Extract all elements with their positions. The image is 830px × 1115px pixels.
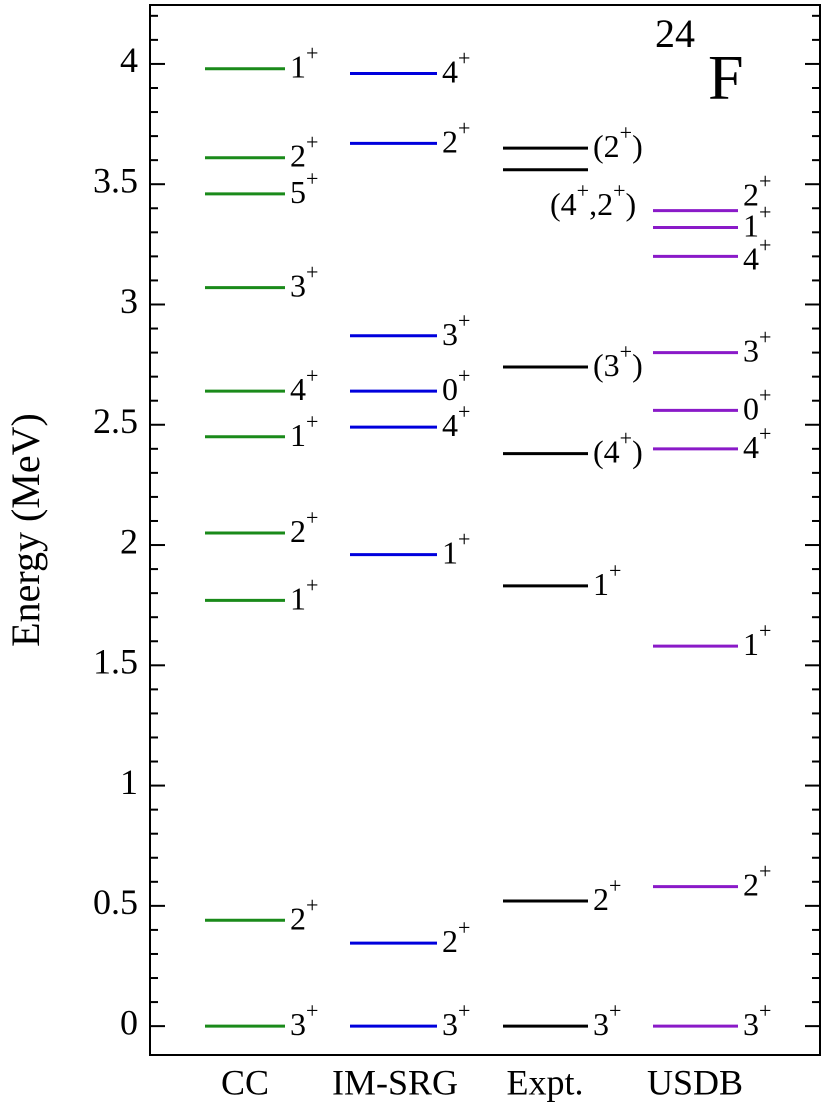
x-tick-label: CC bbox=[221, 1062, 269, 1102]
level-label: 2+​ bbox=[442, 915, 470, 959]
level-label: 2+​ bbox=[442, 115, 470, 159]
x-tick-label: Expt. bbox=[507, 1062, 584, 1102]
level-label: 3+​ bbox=[442, 998, 470, 1042]
x-tick-label: IM-SRG bbox=[332, 1062, 458, 1102]
level-label: 2+​ bbox=[290, 892, 318, 936]
level-label: 0+​ bbox=[442, 363, 470, 407]
y-tick-label: 4 bbox=[120, 40, 138, 80]
level-label: 1+​ bbox=[593, 558, 621, 602]
y-axis-label: Energy (MeV) bbox=[3, 413, 48, 647]
level-label: 4+​ bbox=[290, 363, 318, 407]
level-label: 1+​ bbox=[743, 618, 771, 662]
level-label: 2+​ bbox=[290, 130, 318, 174]
element-symbol: F bbox=[708, 42, 744, 113]
y-tick-label: 2.5 bbox=[93, 401, 138, 441]
level-label: 5+​ bbox=[290, 166, 318, 210]
level-label: 3+​ bbox=[743, 998, 771, 1042]
level-label: 4+​ bbox=[442, 399, 470, 443]
y-tick-label: 0.5 bbox=[93, 882, 138, 922]
mass-number: 24 bbox=[655, 11, 695, 56]
y-tick-label: 3.5 bbox=[93, 160, 138, 200]
x-tick-label: USDB bbox=[647, 1062, 743, 1102]
level-label: 1+​ bbox=[290, 409, 318, 453]
level-label: 1+​ bbox=[442, 527, 470, 571]
level-label: 0+​ bbox=[743, 382, 771, 426]
level-label: (3+​) bbox=[593, 339, 643, 383]
level-label: (4+​) bbox=[593, 426, 643, 470]
level-label: (2+​) bbox=[593, 120, 643, 164]
level-label: 1+​ bbox=[290, 41, 318, 85]
level-label: 4+​ bbox=[442, 46, 470, 90]
level-label: 1+​ bbox=[290, 572, 318, 616]
y-tick-label: 2 bbox=[120, 521, 138, 561]
level-label: 3+​ bbox=[442, 308, 470, 352]
level-label: 2+​ bbox=[593, 873, 621, 917]
level-label: (4+​,2+​) bbox=[550, 178, 636, 222]
y-tick-label: 3 bbox=[120, 281, 138, 321]
plot-frame bbox=[149, 4, 821, 1056]
level-label: 2+​ bbox=[743, 169, 771, 213]
level-label: 2+​ bbox=[290, 505, 318, 549]
level-label: 1+​ bbox=[743, 200, 771, 244]
level-label: 3+​ bbox=[593, 998, 621, 1042]
y-tick-label: 1.5 bbox=[93, 642, 138, 682]
y-tick-label: 0 bbox=[120, 1002, 138, 1042]
level-label: 3+​ bbox=[290, 998, 318, 1042]
level-label: 3+​ bbox=[290, 260, 318, 304]
level-label: 4+​ bbox=[743, 232, 771, 276]
level-label: 2+​ bbox=[743, 859, 771, 903]
level-label: 4+​ bbox=[743, 421, 771, 465]
level-label: 3+​ bbox=[743, 325, 771, 369]
y-tick-label: 1 bbox=[120, 762, 138, 802]
